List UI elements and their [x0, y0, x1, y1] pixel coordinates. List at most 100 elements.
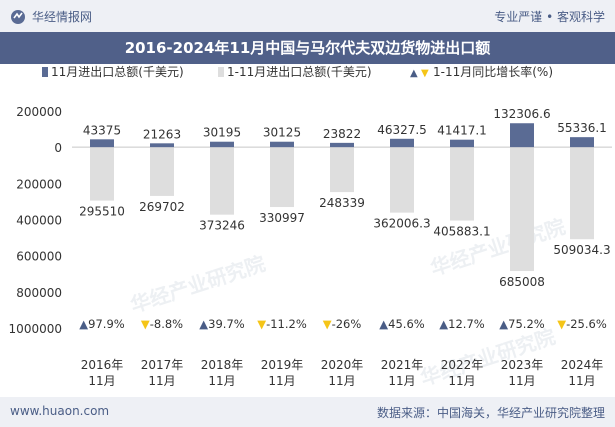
legend-label-cumulative: 1-11月进出口总额(千美元)	[227, 65, 372, 79]
growth-label-1: ▼-8.8%	[141, 317, 183, 331]
chart-title: 2016-2024年11月中国与马尔代夫双边货物进出口额	[124, 39, 491, 57]
growth-arrow-3: ▼	[257, 317, 266, 331]
bar-monthly-2	[210, 141, 234, 148]
x-tick-year-0: 2016年	[81, 358, 124, 372]
y-tick-label-2: 200000	[16, 177, 62, 191]
legend-swatch-cumulative	[218, 67, 224, 77]
label-monthly-4: 23822	[323, 127, 361, 141]
growth-label-6: ▲12.7%	[439, 317, 484, 331]
label-monthly-7: 132306.6	[493, 107, 550, 121]
data-source: 数据来源：中国海关，华经产业研究院整理	[376, 406, 605, 420]
bar-cumulative-3	[270, 147, 294, 208]
bar-monthly-4	[330, 142, 354, 148]
x-tick-year-4: 2020年	[321, 358, 364, 372]
logo-text: 华经情报网	[32, 10, 93, 24]
growth-arrow-2: ▲	[199, 317, 208, 331]
label-monthly-6: 41417.1	[437, 124, 487, 138]
growth-value-0: 97.9%	[88, 317, 125, 331]
growth-value-4: -26%	[332, 317, 362, 331]
y-tick-label-1: 0	[54, 141, 62, 155]
label-cumulative-5: 362006.3	[373, 217, 430, 231]
title-bar: 2016-2024年11月中国与马尔代夫双边货物进出口额	[0, 32, 615, 64]
growth-arrow-8: ▼	[557, 317, 566, 331]
growth-arrow-4: ▼	[323, 317, 332, 331]
x-tick-year-3: 2019年	[261, 358, 304, 372]
label-cumulative-3: 330997	[259, 211, 305, 225]
growth-value-2: 39.7%	[208, 317, 245, 331]
bar-cumulative-7	[510, 147, 534, 272]
x-tick-month-4: 11月	[328, 374, 355, 388]
site-url: www.huaon.com	[10, 404, 110, 418]
x-tick-month-1: 11月	[148, 374, 175, 388]
growth-arrow-5: ▲	[379, 317, 388, 331]
x-tick-year-8: 2024年	[561, 358, 604, 372]
bar-cumulative-6	[450, 147, 474, 221]
x-tick-year-5: 2021年	[381, 358, 424, 372]
label-cumulative-8: 509034.3	[553, 243, 610, 257]
label-cumulative-1: 269702	[139, 200, 185, 214]
bar-cumulative-1	[150, 147, 174, 196]
growth-label-0: ▲97.9%	[79, 317, 124, 331]
x-tick-year-1: 2017年	[141, 358, 184, 372]
label-cumulative-0: 295510	[79, 205, 125, 219]
legend-swatch-monthly	[42, 67, 48, 77]
bar-cumulative-5	[390, 147, 414, 213]
bar-monthly-7	[510, 123, 534, 148]
x-tick-year-6: 2022年	[441, 358, 484, 372]
y-tick-label-4: 600000	[16, 250, 62, 264]
legend-marker-growth-up: ▲	[410, 68, 418, 79]
logo: 华经情报网	[10, 8, 92, 25]
label-cumulative-4: 248339	[319, 196, 365, 210]
growth-arrow-7: ▲	[499, 317, 508, 331]
legend-marker-growth-down: ▼	[421, 68, 429, 79]
growth-label-3: ▼-11.2%	[257, 317, 307, 331]
tagline: 专业严谨 • 客观科学	[494, 10, 605, 24]
growth-label-7: ▲75.2%	[499, 317, 544, 331]
growth-value-8: -25.6%	[566, 317, 607, 331]
label-cumulative-7: 685008	[499, 275, 545, 289]
label-monthly-8: 55336.1	[557, 121, 607, 135]
label-monthly-2: 30195	[203, 126, 241, 140]
bottom-bar: www.huaon.com 数据来源：中国海关，华经产业研究院整理	[0, 397, 615, 427]
bar-monthly-0	[90, 139, 114, 148]
watermark-0: 华经产业研究院	[128, 251, 269, 317]
y-tick-label-3: 400000	[16, 214, 62, 228]
x-tick-month-0: 11月	[88, 374, 115, 388]
growth-arrow-0: ▲	[79, 317, 88, 331]
x-tick-month-8: 11月	[568, 374, 595, 388]
y-tick-label-0: 200000	[16, 105, 62, 119]
label-monthly-0: 43375	[83, 123, 121, 137]
label-monthly-3: 30125	[263, 126, 301, 140]
growth-label-8: ▼-25.6%	[557, 317, 607, 331]
growth-label-2: ▲39.7%	[199, 317, 244, 331]
bar-cumulative-8	[570, 147, 594, 240]
x-tick-year-2: 2018年	[201, 358, 244, 372]
growth-value-3: -11.2%	[266, 317, 307, 331]
bar-monthly-3	[270, 141, 294, 148]
growth-value-6: 12.7%	[448, 317, 485, 331]
growth-arrow-1: ▼	[141, 317, 150, 331]
growth-label-5: ▲45.6%	[379, 317, 424, 331]
x-tick-month-3: 11月	[268, 374, 295, 388]
bar-cumulative-0	[90, 147, 114, 201]
bar-cumulative-2	[210, 147, 234, 215]
x-tick-month-6: 11月	[448, 374, 475, 388]
bar-monthly-6	[450, 139, 474, 148]
label-cumulative-6: 405883.1	[433, 225, 490, 239]
logo-icon	[11, 9, 25, 24]
label-monthly-5: 46327.5	[377, 123, 427, 137]
x-tick-month-7: 11月	[508, 374, 535, 388]
growth-value-5: 45.6%	[388, 317, 425, 331]
bar-monthly-1	[150, 143, 174, 148]
y-tick-label-5: 800000	[16, 286, 62, 300]
growth-arrow-6: ▲	[439, 317, 448, 331]
legend-label-monthly: 11月进出口总额(千美元)	[51, 65, 184, 79]
bar-cumulative-4	[330, 147, 354, 193]
x-tick-month-5: 11月	[388, 374, 415, 388]
growth-value-7: 75.2%	[508, 317, 545, 331]
legend-label-growth: 1-11月同比增长率(%)	[433, 64, 553, 79]
bar-monthly-8	[570, 137, 594, 148]
label-monthly-1: 21263	[143, 127, 181, 141]
label-cumulative-2: 373246	[199, 219, 245, 233]
